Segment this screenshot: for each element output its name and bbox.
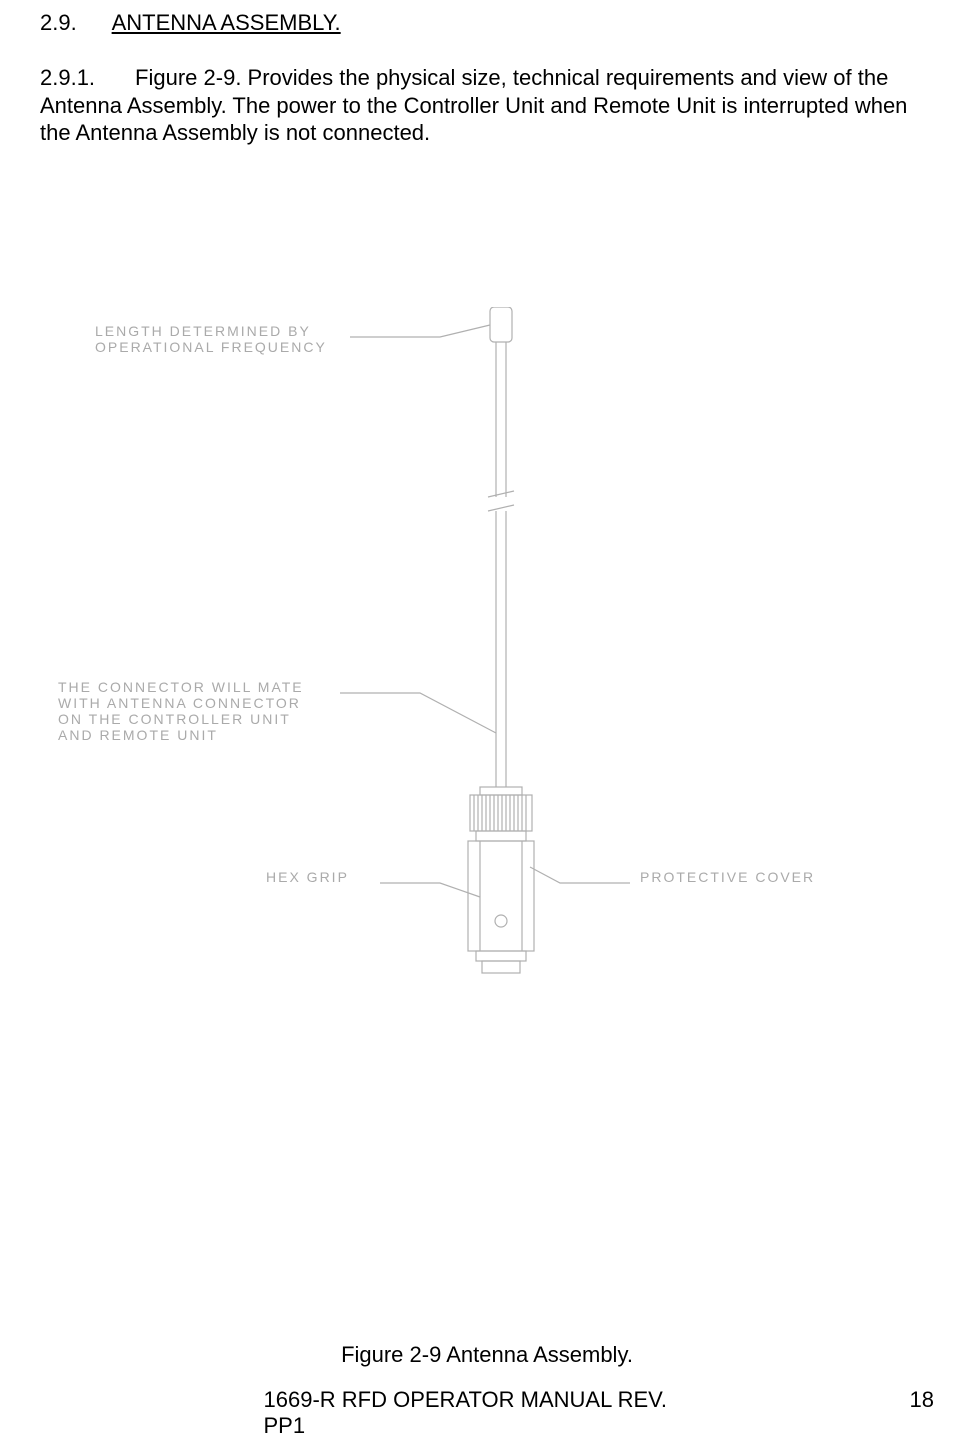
label-length: LENGTH DETERMINED BY OPERATIONAL FREQUEN… <box>95 323 327 355</box>
label-hex-grip-text: HEX GRIP <box>266 869 349 885</box>
label-protective-cover-text: PROTECTIVE COVER <box>640 869 815 885</box>
antenna-diagram <box>40 307 934 1207</box>
label-protective-cover: PROTECTIVE COVER <box>640 869 815 885</box>
paragraph: 2.9.1.Figure 2-9. Provides the physical … <box>40 64 934 147</box>
label-hex-grip: HEX GRIP <box>266 869 349 885</box>
section-heading: 2.9. ANTENNA ASSEMBLY. <box>40 10 934 36</box>
footer-center: 1669-R RFD OPERATOR MANUAL REV. PP1 <box>264 1387 711 1439</box>
label-connector-line1: THE CONNECTOR WILL MATE <box>58 679 304 695</box>
paragraph-text: Figure 2-9. Provides the physical size, … <box>40 65 907 145</box>
paragraph-number: 2.9.1. <box>40 64 95 92</box>
page-number: 18 <box>910 1387 934 1413</box>
section-title: ANTENNA ASSEMBLY. <box>112 10 341 35</box>
label-connector-line3: ON THE CONTROLLER UNIT <box>58 711 304 727</box>
label-connector-line2: WITH ANTENNA CONNECTOR <box>58 695 304 711</box>
footer: 1669-R RFD OPERATOR MANUAL REV. PP1 18 <box>40 1387 934 1413</box>
label-length-line2: OPERATIONAL FREQUENCY <box>95 339 327 355</box>
diagram-area: LENGTH DETERMINED BY OPERATIONAL FREQUEN… <box>40 307 934 1207</box>
label-connector-line4: AND REMOTE UNIT <box>58 727 304 743</box>
section-number: 2.9. <box>40 10 77 36</box>
label-length-line1: LENGTH DETERMINED BY <box>95 323 327 339</box>
figure-caption: Figure 2-9 Antenna Assembly. <box>0 1342 974 1368</box>
label-connector: THE CONNECTOR WILL MATE WITH ANTENNA CON… <box>58 679 304 743</box>
